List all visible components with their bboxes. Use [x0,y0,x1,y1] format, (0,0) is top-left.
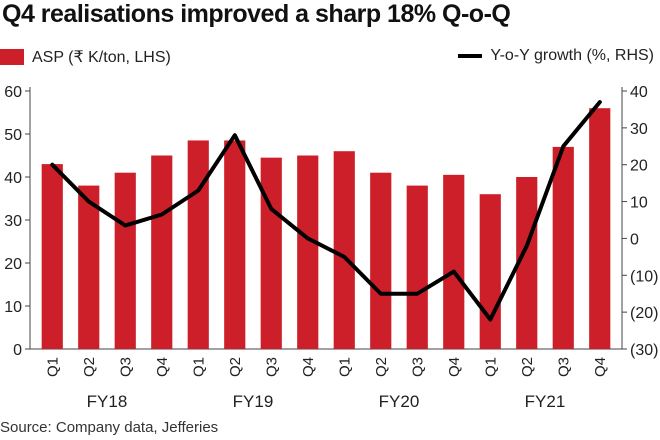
right-tick-label: 20 [630,158,648,175]
growth-point-5 [197,190,199,192]
bar-13 [479,194,501,349]
bar-16 [589,108,611,349]
bar-6 [224,140,246,349]
fiscal-year-label: FY18 [87,392,128,411]
left-tick-label: 40 [4,170,22,187]
fiscal-year-label: FY21 [525,392,566,411]
category-label: Q4 [300,357,317,377]
category-label: Q2 [373,357,390,377]
bar-8 [297,155,319,349]
left-tick-label: 20 [4,256,22,273]
right-tick-label: 30 [630,121,648,138]
category-label: Q2 [227,357,244,377]
bar-1 [41,164,63,349]
growth-point-16 [599,101,601,103]
growth-point-4 [161,213,163,215]
growth-point-6 [234,134,236,136]
bar-12 [443,174,465,349]
growth-point-12 [453,271,455,273]
category-label: Q2 [519,357,536,377]
category-label: Q3 [117,357,134,377]
left-tick-label: 0 [13,342,22,359]
category-label: Q3 [263,357,280,377]
left-tick-label: 30 [4,213,22,230]
bar-2 [78,185,100,349]
category-label: Q3 [409,357,426,377]
chart-plot: 0 10 20 30 40 50 60 (30) (20) (10) 0 10 20 30 40 Q1 Q2 Q3… [4,84,658,411]
legend-line-label: Y-o-Y growth (%, RHS) [490,47,654,64]
growth-point-1 [51,164,53,166]
right-tick-label: 10 [630,195,648,212]
left-tick-label: 60 [4,84,22,101]
source-note: Source: Company data, Jefferies [0,419,219,436]
category-label: Q1 [190,357,207,377]
growth-point-3 [124,225,126,227]
fiscal-year-label: FY19 [233,392,274,411]
category-label: Q1 [44,357,61,377]
left-tick-label: 10 [4,299,22,316]
legend-bar: ASP (₹ K/ton, LHS) [0,47,171,67]
category-label: Q3 [555,357,572,377]
growth-point-10 [380,293,382,295]
right-tick-label: (20) [630,305,658,322]
bar-3 [114,172,136,349]
growth-point-8 [307,237,309,239]
category-label: Q1 [336,357,353,377]
growth-point-7 [270,208,272,210]
growth-point-11 [416,293,418,295]
right-tick-label: 40 [630,84,648,101]
bar-10 [370,172,392,349]
right-tick-label: 0 [630,231,639,248]
chart-title: Q4 realisations improved a sharp 18% Q-o… [2,0,511,28]
bar-4 [151,155,173,349]
bar-11 [406,185,428,349]
growth-point-15 [562,145,564,147]
category-label: Q4 [446,357,463,377]
fiscal-year-label: FY20 [379,392,420,411]
legend-bar-swatch [0,49,24,65]
left-tick-label: 50 [4,127,22,144]
bar-15 [552,146,574,349]
right-tick-label: (30) [630,342,658,359]
growth-line [50,100,602,322]
growth-point-2 [88,201,90,203]
bar-7 [260,157,282,349]
growth-point-9 [343,256,345,258]
legend-line: Y-o-Y growth (%, RHS) [458,47,654,65]
growth-point-13 [489,319,491,321]
bar-14 [516,177,538,349]
bar-9 [333,151,355,349]
legend-line-swatch [458,54,483,58]
category-label: Q4 [592,357,609,377]
legend-bar-label: ASP (₹ K/ton, LHS) [32,49,171,66]
category-label: Q2 [81,357,98,377]
category-label: Q4 [154,357,171,377]
right-tick-label: (10) [630,268,658,285]
category-label: Q1 [482,357,499,377]
growth-point-14 [526,245,528,247]
bar-5 [187,140,209,349]
